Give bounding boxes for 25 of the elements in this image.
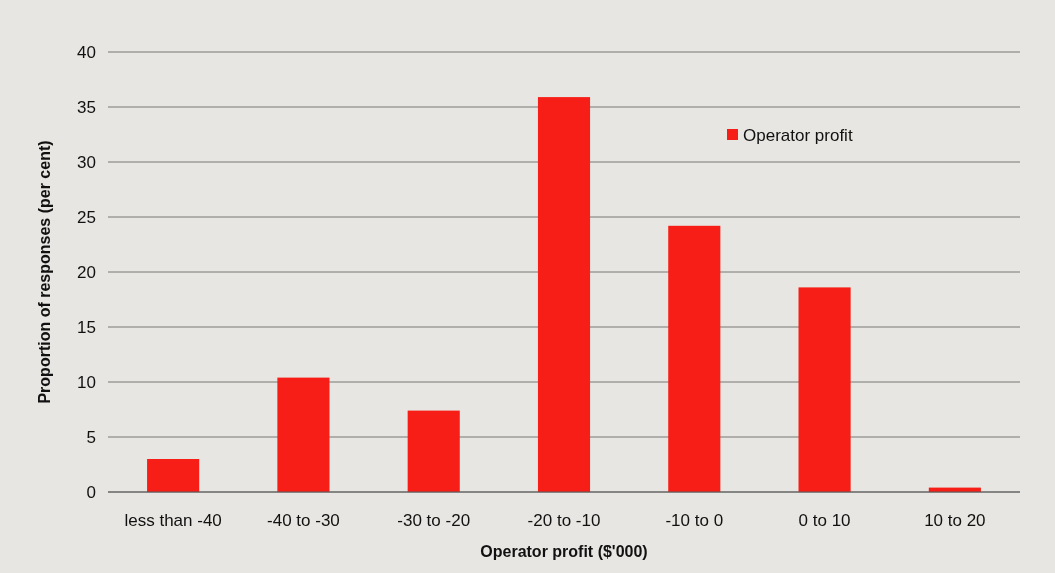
y-tick-label: 25 [77, 207, 96, 227]
bar [147, 459, 200, 492]
legend-label: Operator profit [743, 125, 853, 145]
y-axis-title: Proportion of responses (per cent) [36, 140, 53, 404]
x-tick-label: less than -40 [124, 511, 222, 530]
y-tick-label: 0 [86, 482, 96, 502]
bar [277, 377, 330, 492]
y-tick-label: 5 [86, 427, 96, 447]
x-tick-label: 10 to 20 [924, 511, 986, 530]
x-axis-title: Operator profit ($'000) [480, 543, 648, 560]
x-tick-label: 0 to 10 [798, 511, 851, 530]
x-tick-label: -40 to -30 [267, 511, 340, 530]
bar [798, 287, 851, 492]
bar [668, 225, 721, 492]
x-tick-label: -20 to -10 [527, 511, 601, 530]
x-tick-label: -10 to 0 [665, 511, 724, 530]
x-tick-label: -30 to -20 [397, 511, 471, 530]
y-tick-label: 40 [77, 42, 96, 62]
y-tick-label: 10 [77, 372, 96, 392]
y-tick-label: 30 [77, 152, 96, 172]
bar [407, 410, 460, 492]
bar [537, 97, 591, 492]
y-tick-label: 20 [77, 262, 96, 282]
y-tick-label: 35 [77, 97, 96, 117]
y-tick-label: 15 [77, 317, 96, 337]
